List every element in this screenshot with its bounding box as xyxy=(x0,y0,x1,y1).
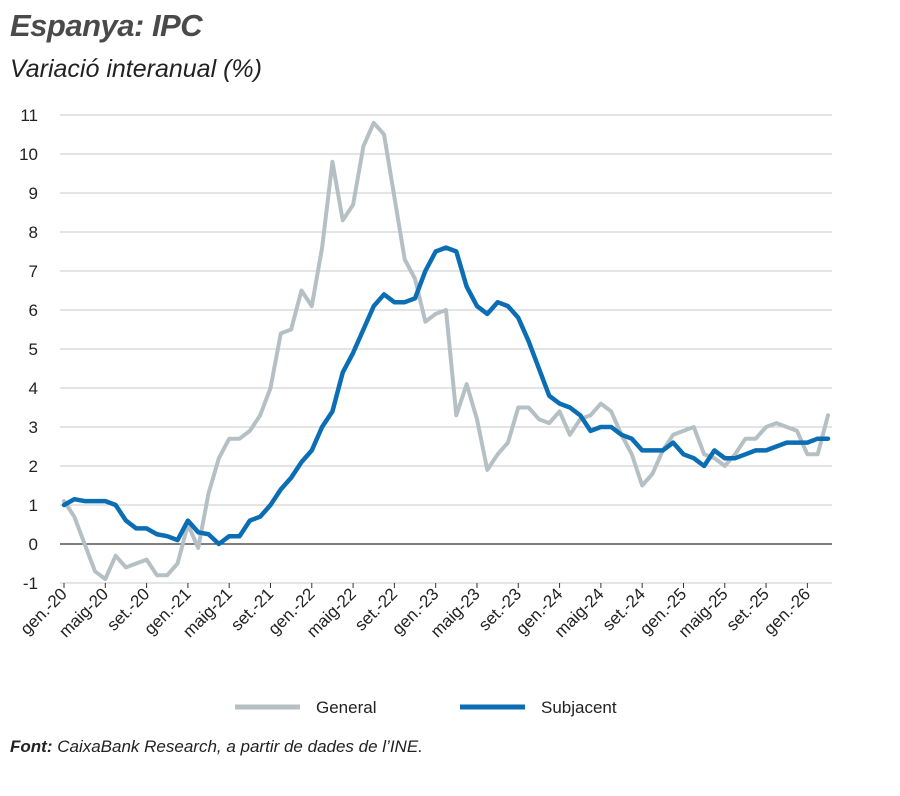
series-lines xyxy=(61,120,831,582)
chart-subtitle: Variació interanual (%) xyxy=(10,55,262,83)
legend-label-subjacent: Subjacent xyxy=(541,698,617,717)
x-tick-label: gen.-26 xyxy=(760,584,814,638)
series-line-subjacent xyxy=(61,245,831,547)
y-tick-label: 8 xyxy=(29,223,38,242)
legend: General Subjacent xyxy=(235,698,617,717)
y-tick-label: 9 xyxy=(29,184,38,203)
y-tick-label: 6 xyxy=(29,301,38,320)
source-text: CaixaBank Research, a partir de dades de… xyxy=(52,737,423,756)
y-tick-label: 10 xyxy=(19,145,38,164)
chart-title: Espanya: IPC xyxy=(10,8,203,43)
y-tick-label: -1 xyxy=(23,574,38,593)
line-chart: -1 0 1 2 3 4 5 6 7 8 9 10 11 gen.-20maig-20set.-20ge… xyxy=(17,106,832,717)
y-tick-label: 2 xyxy=(29,457,38,476)
gridlines xyxy=(60,114,832,584)
y-axis-ticks: -1 0 1 2 3 4 5 6 7 8 9 10 11 xyxy=(19,106,38,593)
legend-label-general: General xyxy=(316,698,376,717)
y-tick-label: 3 xyxy=(29,418,38,437)
y-tick-label: 7 xyxy=(29,262,38,281)
y-tick-label: 0 xyxy=(29,535,38,554)
x-axis-ticks: gen.-20maig-20set.-20gen.-21maig-21set.-… xyxy=(17,583,814,641)
y-tick-label: 1 xyxy=(29,496,38,515)
y-tick-label: 5 xyxy=(29,340,38,359)
source-label: Font: xyxy=(10,737,53,756)
series-line-general xyxy=(62,120,830,582)
source-note: Font: CaixaBank Research, a partir de da… xyxy=(10,737,423,757)
y-tick-label: 11 xyxy=(20,106,38,125)
y-tick-label: 4 xyxy=(29,379,38,398)
